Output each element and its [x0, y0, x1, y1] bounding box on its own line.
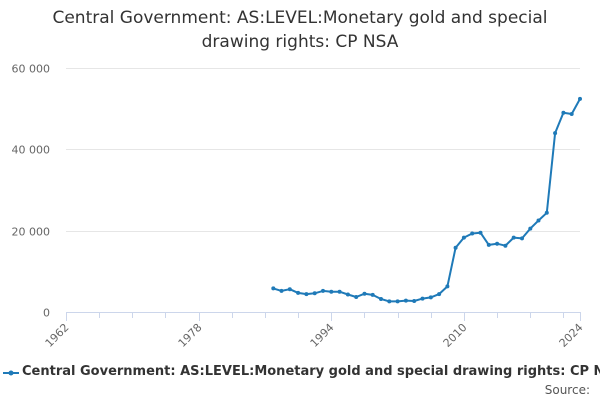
source-label: Source: — [544, 383, 590, 397]
data-point[interactable] — [453, 245, 458, 250]
data-point[interactable] — [312, 291, 317, 296]
x-axis: 1962 1978 1994 2010 2024 — [43, 312, 586, 350]
data-point[interactable] — [553, 131, 558, 136]
data-point[interactable] — [287, 287, 292, 292]
x-tick-label: 1978 — [176, 321, 205, 350]
data-point[interactable] — [578, 96, 582, 101]
data-point[interactable] — [520, 236, 524, 241]
data-point[interactable] — [461, 235, 466, 240]
y-tick-label: 20 000 — [12, 226, 51, 239]
data-point[interactable] — [503, 243, 508, 248]
chart-title-line-1: Central Government: AS:LEVEL:Monetary go… — [52, 8, 548, 28]
data-point[interactable] — [420, 296, 425, 301]
data-point[interactable] — [437, 292, 442, 297]
data-point[interactable] — [279, 288, 284, 293]
data-point[interactable] — [445, 284, 450, 289]
data-point[interactable] — [412, 299, 417, 303]
legend-symbol — [3, 370, 19, 376]
series-line — [272, 97, 581, 303]
data-point[interactable] — [528, 226, 533, 231]
series-layer — [271, 96, 582, 304]
data-point[interactable] — [370, 292, 375, 297]
grid-lines — [66, 68, 580, 232]
x-tick-label: 1962 — [43, 321, 72, 350]
data-point[interactable] — [403, 298, 408, 303]
x-tick-label: 2010 — [441, 321, 470, 350]
data-point[interactable] — [561, 110, 566, 115]
data-point[interactable] — [569, 112, 574, 116]
data-point[interactable] — [345, 292, 350, 297]
data-point[interactable] — [428, 295, 433, 300]
data-point[interactable] — [536, 218, 541, 223]
data-point[interactable] — [271, 286, 276, 291]
data-point[interactable] — [387, 299, 392, 304]
data-point[interactable] — [321, 288, 325, 293]
data-point[interactable] — [395, 299, 400, 304]
data-point[interactable] — [304, 292, 309, 297]
data-point[interactable] — [379, 297, 383, 301]
y-axis-labels: 0 20 000 40 000 60 000 — [12, 63, 51, 320]
x-tick-label: 1994 — [308, 321, 337, 350]
legend[interactable]: Central Government: AS:LEVEL:Monetary go… — [0, 364, 600, 382]
data-point[interactable] — [337, 289, 342, 294]
legend-label: Central Government: AS:LEVEL:Monetary go… — [22, 364, 600, 379]
data-point[interactable] — [362, 291, 367, 296]
data-point[interactable] — [511, 235, 516, 240]
chart-title: Central Government: AS:LEVEL:Monetary go… — [0, 6, 600, 54]
y-tick-label: 60 000 — [12, 63, 51, 76]
data-point[interactable] — [354, 295, 359, 299]
data-point[interactable] — [296, 290, 301, 295]
x-tick-label: 2024 — [557, 321, 586, 350]
data-point[interactable] — [486, 242, 491, 247]
data-point[interactable] — [470, 231, 475, 236]
data-point[interactable] — [495, 241, 500, 246]
chart-title-line-2: drawing rights: CP NSA — [201, 32, 399, 52]
data-point[interactable] — [478, 230, 483, 235]
y-tick-label: 0 — [43, 307, 50, 320]
data-point[interactable] — [544, 210, 549, 215]
data-point[interactable] — [329, 289, 334, 294]
y-tick-label: 40 000 — [12, 144, 51, 157]
